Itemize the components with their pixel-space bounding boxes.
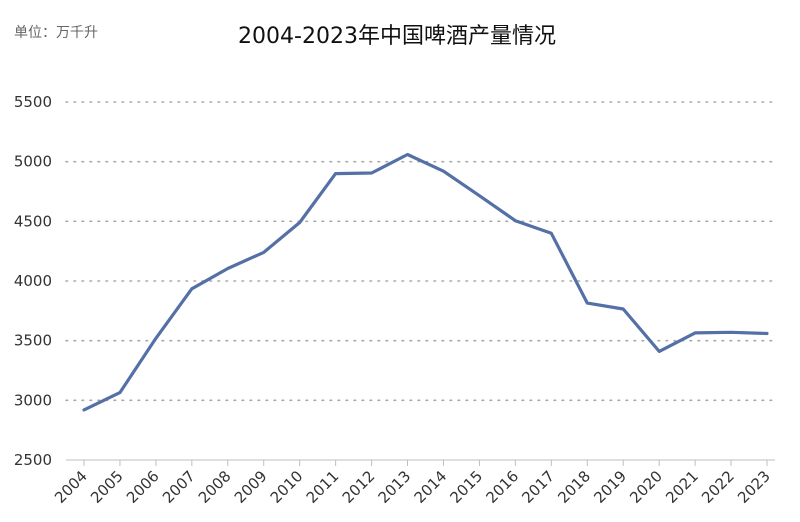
- x-tick-label: 2016: [482, 467, 522, 507]
- x-tick-label: 2015: [447, 467, 487, 507]
- data-point: [586, 301, 589, 305]
- data-point: [442, 170, 445, 173]
- data-point: [190, 287, 194, 290]
- x-tick-label: 2020: [626, 467, 666, 507]
- y-tick-label: 4000: [14, 272, 52, 290]
- y-tick-label: 5500: [14, 93, 52, 111]
- x-tick-label: 2018: [554, 467, 594, 507]
- data-point: [262, 251, 265, 254]
- x-tick-label: 2019: [590, 467, 630, 507]
- data-point: [693, 331, 697, 335]
- x-tick-label: 2022: [698, 467, 738, 507]
- x-tick-label: 2009: [231, 467, 271, 507]
- x-tick-label: 2017: [518, 467, 558, 507]
- x-tick-label: 2004: [51, 467, 91, 507]
- x-tick-label: 2007: [159, 467, 199, 507]
- data-point: [298, 221, 301, 224]
- x-tick-label: 2011: [303, 467, 343, 507]
- gridlines: [65, 101, 776, 402]
- series-line: [82, 152, 769, 412]
- x-tick-label: 2010: [267, 467, 307, 507]
- data-point: [370, 171, 373, 175]
- y-tick-label: 3500: [14, 332, 52, 350]
- data-point: [82, 408, 86, 412]
- y-tick-label: 5000: [14, 153, 52, 171]
- data-point: [514, 219, 517, 222]
- data-point: [729, 331, 733, 334]
- data-point: [334, 172, 337, 175]
- data-point: [154, 337, 158, 340]
- x-tick-label: 2014: [411, 467, 451, 507]
- plot-area: [82, 152, 769, 412]
- y-tick-label: 3000: [14, 391, 52, 409]
- x-tick-label: 2012: [339, 467, 379, 507]
- data-point: [765, 332, 769, 335]
- data-point: [226, 267, 229, 270]
- data-point: [406, 153, 409, 156]
- y-tick-label: 2500: [14, 451, 52, 469]
- x-tick-label: 2005: [87, 467, 127, 507]
- chart-title: 2004-2023年中国啤酒产量情况: [238, 24, 556, 49]
- data-point: [118, 391, 122, 394]
- x-tick-label: 2006: [123, 467, 163, 507]
- data-point: [478, 194, 481, 197]
- data-point: [657, 350, 661, 353]
- x-axis: 2004200520062007200820092010201120122013…: [51, 459, 775, 507]
- x-tick-label: 2021: [662, 467, 702, 507]
- x-tick-label: 2008: [195, 467, 235, 507]
- data-point: [550, 232, 553, 235]
- x-tick-label: 2023: [734, 467, 774, 507]
- y-axis: 2500 3000 3500 4000 4500 5000 5500: [14, 93, 52, 469]
- y-tick-label: 4500: [14, 212, 52, 230]
- x-tick-label: 2013: [375, 467, 415, 507]
- data-point: [622, 307, 625, 311]
- unit-label: 单位：万千升: [14, 25, 98, 41]
